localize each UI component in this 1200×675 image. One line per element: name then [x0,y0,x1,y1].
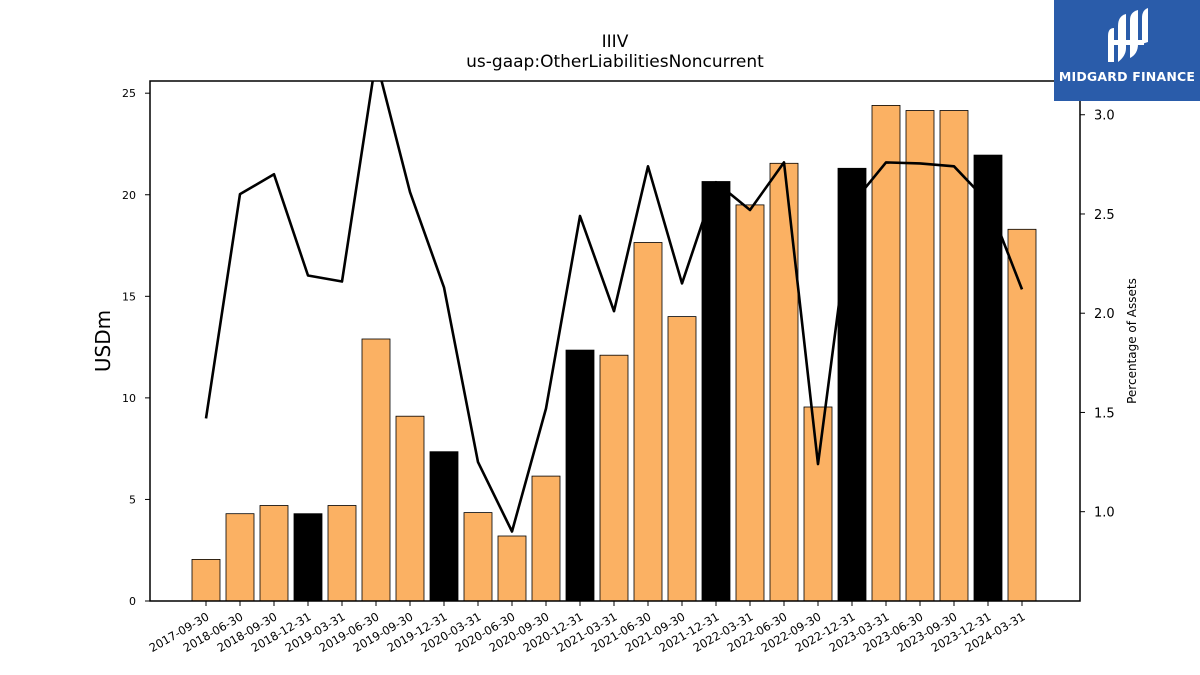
bar-2024-03-31 [1007,228,1037,602]
bar-2023-03-31 [871,105,901,602]
bar-2022-06-30 [769,162,799,602]
bar-2018-12-31 [293,513,323,602]
bar-2021-06-30 [633,242,663,602]
bar-2018-06-30 [225,513,255,602]
bar-2022-09-30 [803,406,833,602]
bar-series [191,105,1037,602]
y-tick-label: 25 [122,87,136,100]
plot-frame [149,80,1081,602]
bar-2020-03-31 [463,512,493,602]
y2-tick-label: 2.0 [1094,307,1115,322]
line-series [204,81,1024,533]
percentage-line [204,81,1024,533]
bar-2020-06-30 [497,535,527,602]
y-axis-left: 0 5 10 15 20 25 [122,87,150,608]
bar-2019-09-30 [395,415,425,602]
y-axis-label: USDm [91,310,115,372]
bar-2021-09-30 [667,316,697,602]
bar-2017-09-30 [191,559,221,602]
bar-2023-06-30 [905,110,935,602]
chart-title: IIIV [601,32,629,52]
bar-2019-03-31 [327,505,357,602]
y-tick-label: 20 [122,189,136,202]
y2-tick-label: 2.5 [1094,208,1115,223]
bar-2020-09-30 [531,475,561,602]
y-axis-right: 1.0 1.5 2.0 2.5 3.0 [1080,109,1115,521]
y-tick-label: 0 [129,595,136,608]
y-tick-label: 5 [129,493,136,506]
logo-mark-icon [1108,8,1148,62]
bar-2023-09-30 [939,110,969,602]
y2-tick-label: 1.5 [1094,406,1115,421]
bar-2019-12-31 [429,451,459,602]
bar-2020-12-31 [565,349,595,602]
x-axis: 2017-09-302018-06-302018-09-302018-12-31… [147,601,1028,655]
logo-text: MIDGARD FINANCE [1058,69,1196,84]
y2-tick-label: 1.0 [1094,506,1115,521]
bar-2022-03-31 [735,204,765,602]
y-tick-label: 10 [122,392,136,405]
bar-2021-03-31 [599,354,629,602]
bar-2021-12-31 [701,181,731,602]
bar-2018-09-30 [259,505,289,602]
bar-2022-12-31 [837,167,867,602]
brand-logo: MIDGARD FINANCE [1054,0,1200,101]
bar-2023-12-31 [973,154,1003,602]
y-tick-label: 15 [122,290,136,303]
chart-subtitle: us-gaap:OtherLiabilitiesNoncurrent [466,52,764,72]
bar-2019-06-30 [361,338,391,602]
y2-tick-label: 3.0 [1094,109,1115,124]
y2-axis-label: Percentage of Assets [1125,278,1139,404]
